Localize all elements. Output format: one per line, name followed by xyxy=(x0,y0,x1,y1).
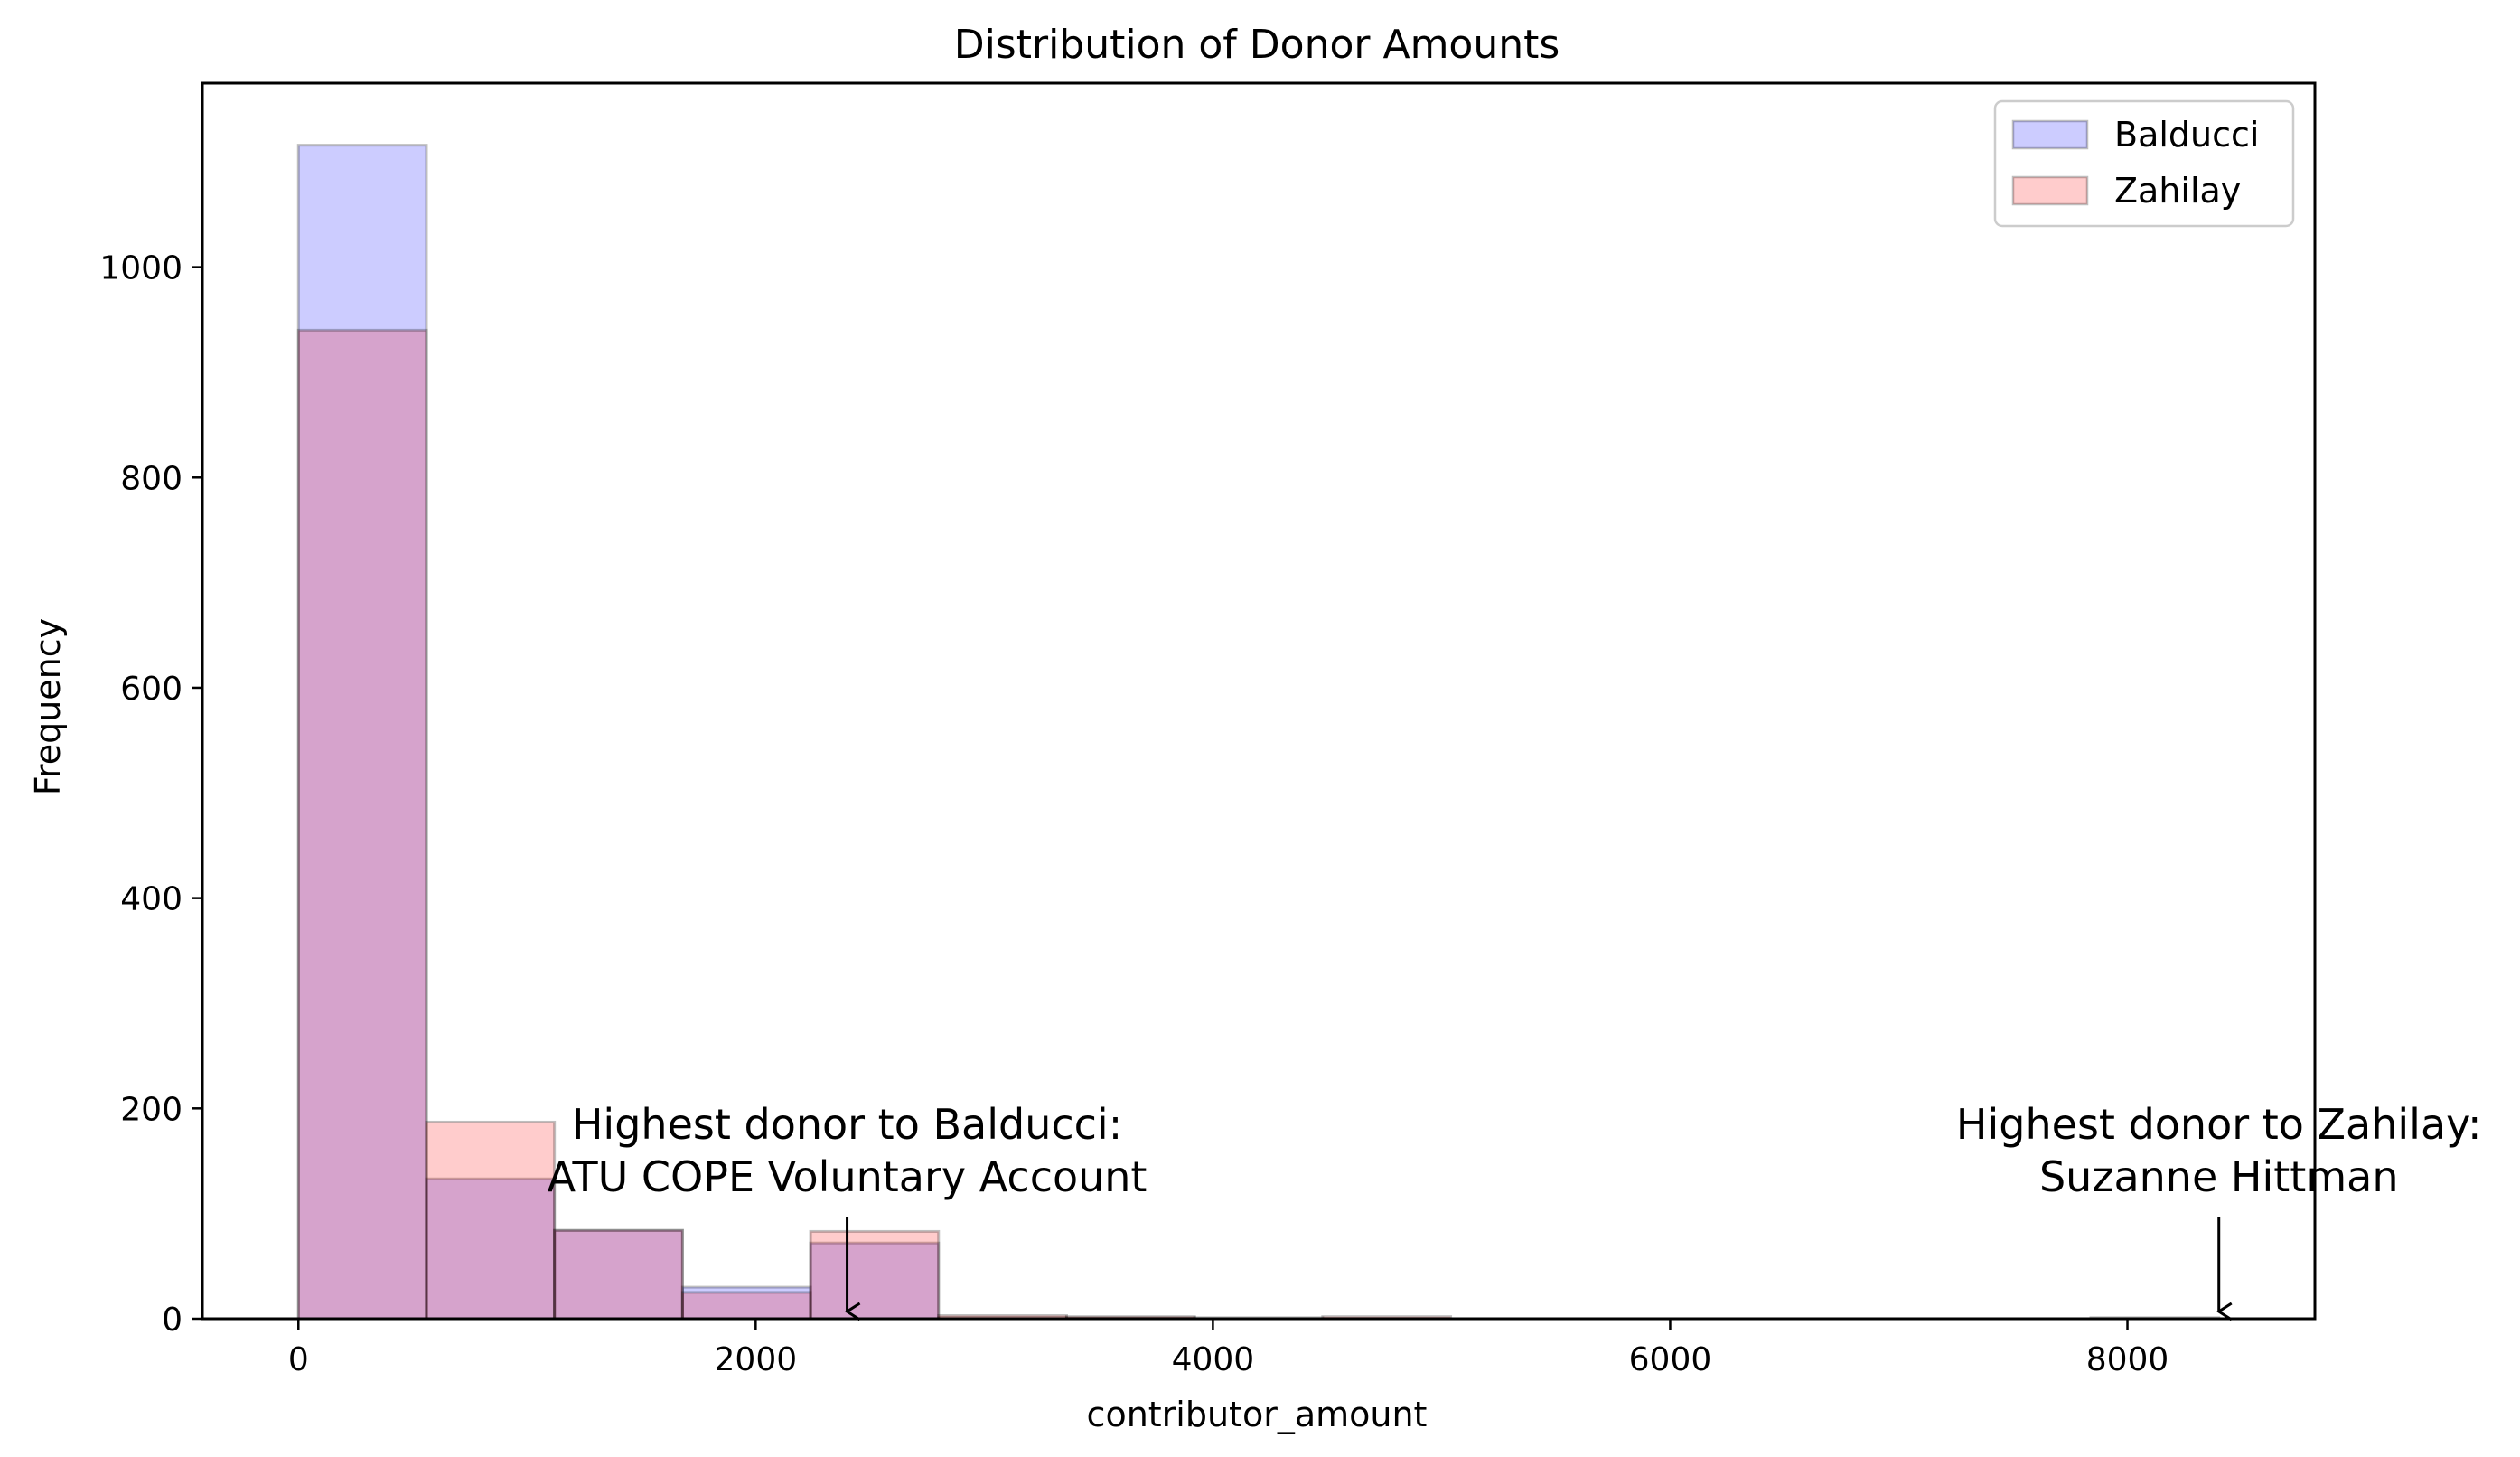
bar-zahilay-4 xyxy=(809,1229,941,1321)
y-axis-label: Frequency xyxy=(28,618,68,795)
x-tick-label: 0 xyxy=(288,1341,309,1378)
annotation-text: Highest donor to Balducci: xyxy=(572,1100,1122,1149)
plot-frame xyxy=(201,81,2317,1321)
legend-frame xyxy=(1993,99,2295,228)
bar-zahilay-1 xyxy=(425,1120,557,1321)
y-tick-label: 200 xyxy=(120,1091,183,1128)
y-tick-label: 0 xyxy=(162,1302,183,1339)
y-tick-label: 600 xyxy=(120,671,183,708)
bar-zahilay-3 xyxy=(680,1291,812,1321)
annotation-text: Suzanne Hittman xyxy=(2039,1152,2399,1201)
x-tick-label: 6000 xyxy=(1629,1341,1712,1378)
bar-balducci-0 xyxy=(296,144,428,1321)
legend-swatch-zahilay xyxy=(2011,175,2089,206)
chart-title: Distribution of Donor Amounts xyxy=(954,22,1560,68)
y-tick-label: 800 xyxy=(120,460,183,497)
x-tick-label: 8000 xyxy=(2086,1341,2169,1378)
y-axis: 0 200 400 600 800 1000 xyxy=(99,250,202,1339)
x-axis-label: contributor_amount xyxy=(1087,1395,1428,1434)
x-axis: 0 2000 4000 6000 8000 xyxy=(288,1319,2169,1378)
legend-label-balducci: Balducci xyxy=(2114,115,2259,155)
bar-balducci-1 xyxy=(425,1177,557,1321)
legend: Balducci Zahilay xyxy=(1993,99,2295,228)
bar-zahilay-0 xyxy=(296,328,428,1321)
y-tick-label: 400 xyxy=(120,881,183,918)
legend-swatch-balducci xyxy=(2011,119,2089,150)
x-tick-label: 2000 xyxy=(715,1341,798,1378)
bar-zahilay-2 xyxy=(553,1228,684,1321)
annotation-text: Highest donor to Zahilay: xyxy=(1956,1100,2482,1149)
bar-balducci-3 xyxy=(680,1285,812,1321)
annotation-text: ATU COPE Voluntary Account xyxy=(548,1152,1148,1201)
y-tick-label: 1000 xyxy=(99,250,183,287)
legend-label-zahilay: Zahilay xyxy=(2114,171,2241,211)
x-tick-label: 4000 xyxy=(1172,1341,1255,1378)
annotations-layer: Highest donor to Balducci:ATU COPE Volun… xyxy=(548,1100,2482,1311)
